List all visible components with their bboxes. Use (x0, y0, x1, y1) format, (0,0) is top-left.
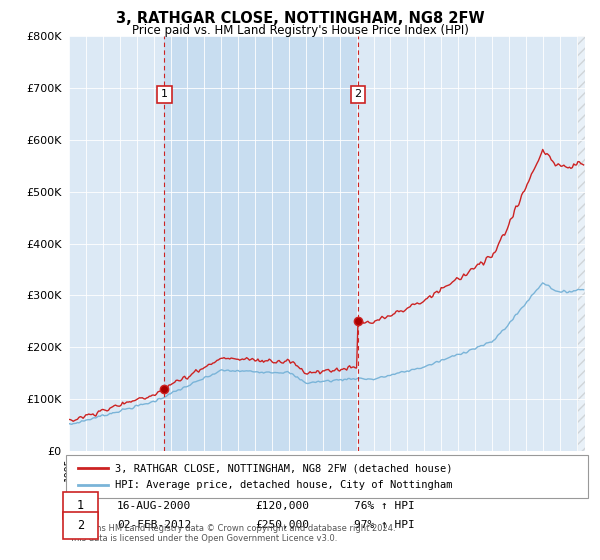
Text: 97% ↑ HPI: 97% ↑ HPI (354, 520, 415, 530)
Text: 1: 1 (77, 499, 84, 512)
Text: 02-FEB-2012: 02-FEB-2012 (117, 520, 191, 530)
Text: £250,000: £250,000 (255, 520, 309, 530)
Text: 2: 2 (77, 519, 84, 532)
Text: HPI: Average price, detached house, City of Nottingham: HPI: Average price, detached house, City… (115, 480, 453, 490)
Text: Contains HM Land Registry data © Crown copyright and database right 2024.
This d: Contains HM Land Registry data © Crown c… (69, 524, 395, 543)
Text: 3, RATHGAR CLOSE, NOTTINGHAM, NG8 2FW (detached house): 3, RATHGAR CLOSE, NOTTINGHAM, NG8 2FW (d… (115, 463, 453, 473)
Bar (164, 36, 358, 451)
Text: 2: 2 (355, 90, 362, 100)
Text: 76% ↑ HPI: 76% ↑ HPI (354, 501, 415, 511)
Text: £120,000: £120,000 (255, 501, 309, 511)
Text: 3, RATHGAR CLOSE, NOTTINGHAM, NG8 2FW: 3, RATHGAR CLOSE, NOTTINGHAM, NG8 2FW (116, 11, 484, 26)
Text: Price paid vs. HM Land Registry's House Price Index (HPI): Price paid vs. HM Land Registry's House … (131, 24, 469, 36)
Bar (577, 36, 600, 451)
Text: 16-AUG-2000: 16-AUG-2000 (117, 501, 191, 511)
Text: 1: 1 (161, 90, 167, 100)
